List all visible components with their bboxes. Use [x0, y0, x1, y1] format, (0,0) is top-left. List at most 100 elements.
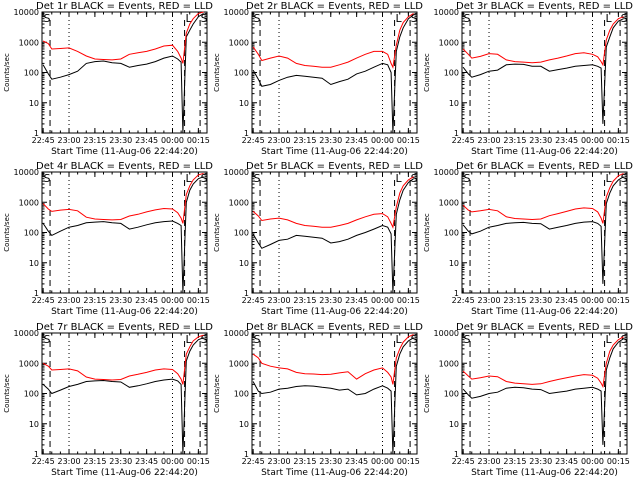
events-series-line	[462, 176, 624, 284]
x-tick-label: 22:45	[242, 457, 265, 466]
y-axis-label: Counts/sec	[3, 374, 11, 413]
y-tick-label: 10	[449, 99, 459, 108]
panel-title: Det 1r BLACK = Events, RED = LLD	[36, 1, 213, 12]
y-axis-label: Counts/sec	[423, 213, 431, 252]
y-tick-label: 10000	[224, 329, 249, 338]
flag-label: S	[411, 12, 418, 25]
lld-series-line	[42, 334, 204, 385]
y-tick-label: 1	[454, 129, 459, 138]
panel-title: Det 4r BLACK = Events, RED = LLD	[36, 161, 213, 172]
y-tick-label: 1000	[439, 198, 459, 207]
lld-series-line	[462, 172, 624, 224]
y-tick-label: 1	[244, 129, 249, 138]
x-tick-label: 23:00	[267, 457, 290, 466]
y-tick-label: 10000	[14, 168, 39, 177]
y-tick-label: 1000	[229, 198, 249, 207]
x-axis-label: Start Time (11-Aug-06 22:44:20)	[261, 147, 408, 157]
x-tick-label: 00:00	[581, 457, 604, 466]
y-tick-label: 100	[234, 69, 249, 78]
y-tick-label: 1000	[229, 38, 249, 47]
flag-label: S	[411, 172, 418, 185]
panel-title: Det 5r BLACK = Events, RED = LLD	[246, 161, 423, 172]
y-axis-label: Counts/sec	[3, 53, 11, 92]
y-tick-label: 10000	[224, 8, 249, 17]
x-tick-label: 00:15	[397, 457, 420, 466]
y-tick-label: 10000	[224, 168, 249, 177]
y-tick-label: 10	[29, 259, 39, 268]
detector-panel-4: Det 4r BLACK = Events, RED = LLD 1 10 100 10…	[3, 161, 213, 317]
events-series-line	[462, 338, 624, 445]
panel-title: Det 7r BLACK = Events, RED = LLD	[36, 322, 213, 333]
flag-label: S	[254, 12, 261, 25]
panel-title: Det 3r BLACK = Events, RED = LLD	[456, 1, 633, 12]
y-tick-label: 1	[244, 450, 249, 459]
y-tick-label: 10	[239, 420, 249, 429]
y-axis-label: Counts/sec	[213, 374, 221, 413]
lld-series-line	[252, 333, 414, 385]
x-tick-label: 22:45	[452, 296, 475, 305]
x-tick-label: 22:45	[452, 136, 475, 145]
lld-series-line	[462, 336, 624, 389]
flag-label: S	[254, 333, 261, 346]
flag-label: S	[464, 333, 471, 346]
x-tick-label: 23:15	[293, 457, 316, 466]
y-tick-label: 1000	[19, 198, 39, 207]
x-tick-label: 00:15	[397, 296, 420, 305]
x-tick-label: 22:45	[452, 457, 475, 466]
x-tick-label: 23:30	[319, 296, 342, 305]
lld-series-line	[42, 172, 204, 224]
y-tick-label: 1	[244, 289, 249, 298]
x-tick-label: 23:30	[109, 296, 132, 305]
x-tick-label: 00:15	[607, 457, 630, 466]
x-tick-label: 00:00	[581, 296, 604, 305]
lld-series-line	[252, 12, 414, 69]
flag-label: L	[396, 172, 403, 185]
x-tick-label: 23:45	[135, 457, 158, 466]
y-tick-label: 1000	[19, 359, 39, 368]
y-axis-label: Counts/sec	[423, 53, 431, 92]
flag-label: S	[44, 12, 51, 25]
flag-label: S	[621, 12, 628, 25]
x-tick-label: 23:30	[109, 457, 132, 466]
flag-label: S	[621, 333, 628, 346]
y-tick-label: 1	[34, 129, 39, 138]
x-tick-label: 23:00	[57, 136, 80, 145]
detector-panel-6: Det 6r BLACK = Events, RED = LLD 1 10 100 10…	[423, 161, 633, 317]
y-tick-label: 10	[449, 259, 459, 268]
x-tick-label: 23:15	[503, 296, 526, 305]
x-tick-label: 22:45	[32, 296, 55, 305]
x-tick-label: 23:00	[57, 296, 80, 305]
x-tick-label: 22:45	[242, 136, 265, 145]
x-tick-label: 23:15	[293, 136, 316, 145]
y-axis-label: Counts/sec	[3, 213, 11, 252]
panel-title: Det 9r BLACK = Events, RED = LLD	[456, 322, 633, 333]
x-tick-label: 00:00	[161, 136, 184, 145]
y-tick-label: 100	[24, 229, 39, 238]
flag-label: S	[464, 12, 471, 25]
x-tick-label: 00:15	[187, 457, 210, 466]
y-tick-label: 10000	[434, 168, 459, 177]
x-tick-label: 23:15	[83, 457, 106, 466]
detector-panel-9: Det 9r BLACK = Events, RED = LLD 1 10 100 10…	[423, 322, 633, 478]
x-axis-label: Start Time (11-Aug-06 22:44:20)	[471, 468, 618, 478]
y-tick-label: 100	[24, 390, 39, 399]
flag-label: L	[606, 12, 613, 25]
x-tick-label: 23:45	[135, 136, 158, 145]
x-axis-label: Start Time (11-Aug-06 22:44:20)	[261, 468, 408, 478]
x-tick-label: 23:30	[319, 136, 342, 145]
x-tick-label: 23:15	[83, 296, 106, 305]
x-axis-label: Start Time (11-Aug-06 22:44:20)	[471, 307, 618, 317]
x-tick-label: 23:45	[345, 296, 368, 305]
x-tick-label: 00:15	[397, 136, 420, 145]
y-tick-label: 10	[239, 99, 249, 108]
detector-panel-1: Det 1r BLACK = Events, RED = LLD 1 10 100 10…	[3, 1, 213, 157]
x-tick-label: 23:15	[83, 136, 106, 145]
x-tick-label: 00:15	[607, 296, 630, 305]
y-tick-label: 100	[234, 229, 249, 238]
x-tick-label: 23:15	[293, 296, 316, 305]
x-tick-label: 00:15	[607, 136, 630, 145]
y-tick-label: 1	[454, 450, 459, 459]
y-tick-label: 1	[454, 289, 459, 298]
x-tick-label: 23:45	[555, 457, 578, 466]
